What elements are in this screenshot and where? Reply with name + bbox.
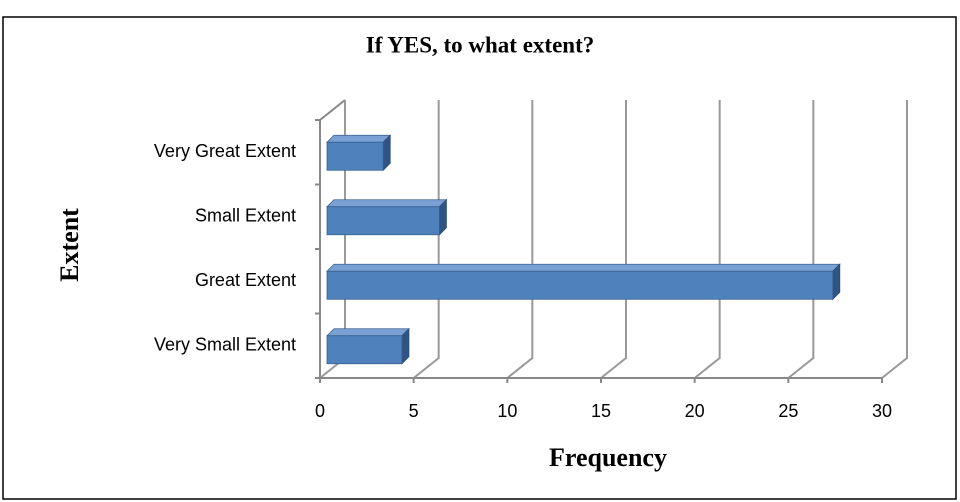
y-tick-label: Very Great Extent <box>154 141 296 161</box>
y-tick-label: Great Extent <box>195 270 296 290</box>
bar <box>326 327 410 365</box>
x-tick-label: 30 <box>872 401 892 421</box>
x-tick-label: 15 <box>591 401 611 421</box>
bar-top <box>326 199 448 208</box>
x-tick-label: 25 <box>778 401 798 421</box>
chart-title: If YES, to what extent? <box>366 32 595 57</box>
grid-line <box>413 100 440 379</box>
bar-front <box>326 335 403 365</box>
x-tick-label: 5 <box>409 401 419 421</box>
x-axis-label: Frequency <box>549 443 667 472</box>
bar-top <box>326 263 841 272</box>
bar <box>326 263 841 301</box>
grid-line <box>694 100 721 379</box>
bar-front <box>326 141 384 171</box>
x-tick-label: 0 <box>315 401 325 421</box>
x-tick-label: 20 <box>685 401 705 421</box>
bar <box>326 198 448 236</box>
bar-top <box>326 134 392 143</box>
grid-line <box>787 100 815 379</box>
bar-top <box>326 328 410 337</box>
bar-front <box>326 206 440 236</box>
y-axis-label: Extent <box>55 208 84 282</box>
bar <box>326 134 392 172</box>
x-tick-label: 10 <box>497 401 517 421</box>
y-tick-label: Small Extent <box>195 206 296 226</box>
chart-border <box>2 16 957 500</box>
grid-line <box>600 100 627 379</box>
bar-front <box>326 270 834 300</box>
grid-line <box>506 100 534 379</box>
y-tick-label: Very Small Extent <box>154 335 296 355</box>
grid-line <box>881 100 908 379</box>
